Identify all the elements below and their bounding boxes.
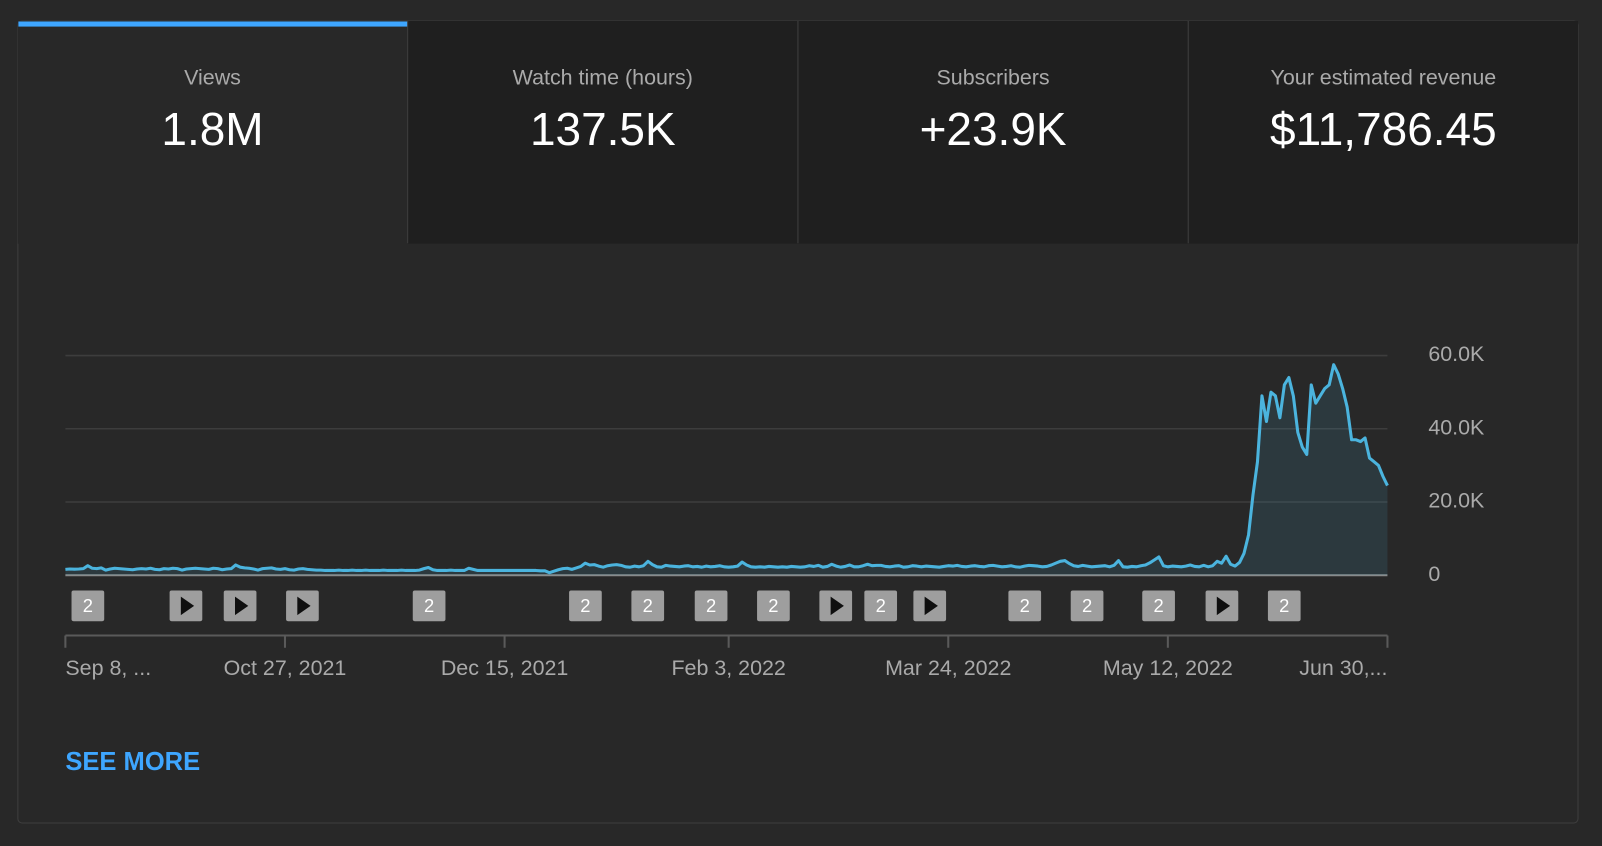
tab-label: Views xyxy=(184,65,241,89)
tab-label: Your estimated revenue xyxy=(1271,65,1497,89)
marker[interactable] xyxy=(1008,590,1042,622)
marker[interactable] xyxy=(1267,590,1301,622)
marker[interactable] xyxy=(569,590,602,622)
tab[interactable] xyxy=(798,20,1188,244)
marker[interactable] xyxy=(1070,590,1104,622)
x-tick-label: Dec 15, 2021 xyxy=(441,656,569,680)
play-icon xyxy=(830,596,844,616)
marker-label: 2 xyxy=(1082,595,1092,616)
marker-label: 2 xyxy=(768,595,778,616)
marker-label: 2 xyxy=(643,595,653,616)
x-tick-label: Oct 27, 2021 xyxy=(224,656,347,680)
y-tick-label: 60.0K xyxy=(1428,342,1485,366)
x-tick-label: Sep 8, ... xyxy=(65,656,151,680)
play-icon xyxy=(924,596,938,616)
play-icon xyxy=(234,596,249,616)
marker[interactable] xyxy=(412,590,446,622)
marker-label: 2 xyxy=(706,595,716,616)
marker-label: 2 xyxy=(876,595,886,616)
marker[interactable] xyxy=(1142,590,1175,622)
see-more-link[interactable]: SEE MORE xyxy=(65,748,200,776)
play-icon xyxy=(297,596,311,616)
x-tick-label: Jun 30,... xyxy=(1299,656,1387,680)
marker-label: 2 xyxy=(83,595,93,616)
x-tick-label: May 12, 2022 xyxy=(1103,656,1233,680)
y-tick-label: 20.0K xyxy=(1428,489,1485,513)
tab-label: Subscribers xyxy=(936,65,1049,89)
marker-label: 2 xyxy=(424,595,434,616)
tab-indicator xyxy=(18,21,408,27)
marker[interactable] xyxy=(757,590,790,622)
x-tick-label: Mar 24, 2022 xyxy=(885,656,1011,680)
area xyxy=(65,364,1388,576)
x-tick-label: Feb 3, 2022 xyxy=(671,656,785,680)
tab-value: 1.8M xyxy=(161,103,263,155)
tab[interactable] xyxy=(408,20,798,244)
tab-value: $11,786.45 xyxy=(1270,103,1497,155)
marker-label: 2 xyxy=(1153,595,1163,616)
play-icon xyxy=(180,596,195,616)
marker[interactable] xyxy=(694,590,728,622)
y-tick-label: 40.0K xyxy=(1428,415,1485,439)
marker-label: 2 xyxy=(580,595,590,616)
tab[interactable] xyxy=(17,20,408,244)
play-icon xyxy=(1216,596,1231,616)
tab[interactable] xyxy=(1188,20,1578,244)
tab-value: +23.9K xyxy=(920,103,1067,155)
marker[interactable] xyxy=(864,590,898,622)
tab-value: 137.5K xyxy=(530,103,676,155)
marker[interactable] xyxy=(71,590,105,622)
marker-label: 2 xyxy=(1279,595,1289,616)
line xyxy=(65,363,1389,575)
y-tick-label: 0 xyxy=(1428,562,1440,586)
tab-label: Watch time (hours) xyxy=(513,65,693,89)
marker[interactable] xyxy=(631,590,665,622)
marker-label: 2 xyxy=(1020,595,1030,616)
